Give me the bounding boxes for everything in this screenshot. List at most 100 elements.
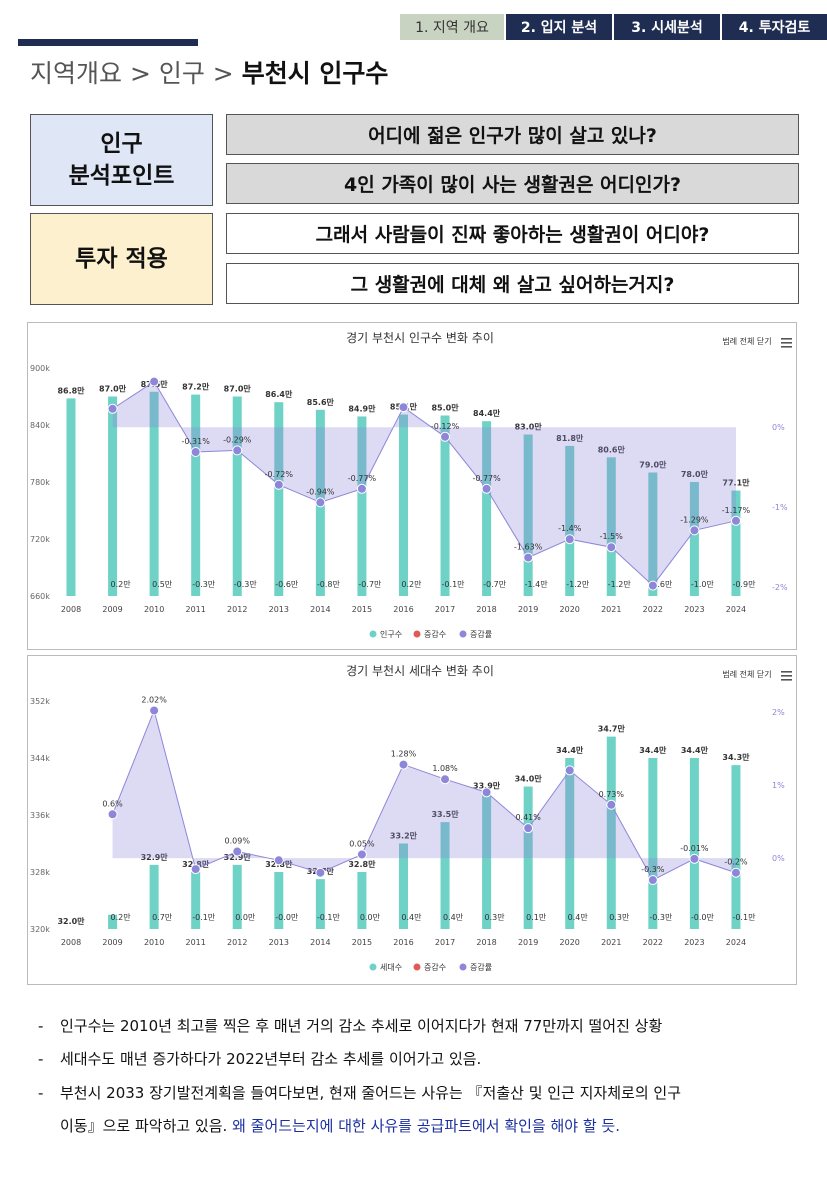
legend-label[interactable]: 증감률	[470, 962, 492, 972]
bar-label: 86.8만	[57, 385, 85, 395]
nav-tab[interactable]: 3. 시세분석	[614, 14, 720, 40]
legend-label[interactable]: 증감수	[424, 962, 446, 972]
rate-label: 2.02%	[141, 696, 167, 705]
change-label: -1.2만	[608, 580, 632, 589]
menu-icon[interactable]	[781, 342, 792, 344]
change-label: -0.8만	[317, 580, 341, 589]
bar-label: 34.4만	[681, 745, 709, 755]
rate-label: -0.12%	[431, 422, 460, 431]
y-tick-label: 352k	[30, 697, 50, 706]
nav-tab[interactable]: 4. 투자검토	[722, 14, 827, 40]
y-tick-label: 900k	[30, 364, 50, 373]
menu-icon[interactable]	[781, 338, 792, 340]
rate-label: -0.01%	[680, 844, 709, 853]
legend-label[interactable]: 증감률	[470, 629, 492, 639]
x-tick-label: 2019	[518, 605, 538, 614]
legend-dot	[459, 963, 467, 971]
rate-dot	[107, 403, 118, 414]
rate-label: -0.94%	[306, 487, 335, 496]
bar	[440, 415, 450, 596]
rate-label: -0.2%	[724, 858, 748, 867]
change-label: 0.1만	[526, 913, 547, 922]
nav-tab[interactable]: 2. 입지 분석	[506, 14, 612, 40]
note: - 인구수는 2010년 최고를 찍은 후 매년 거의 감소 추세로 이어지다가 …	[38, 1017, 663, 1035]
rate-label: 1.28%	[391, 750, 417, 759]
chart-title: 경기 부천시 세대수 변화 추이	[346, 663, 494, 678]
bar-label: 33.9만	[473, 781, 501, 791]
menu-icon[interactable]	[781, 671, 792, 673]
x-tick-label: 2015	[352, 605, 372, 614]
bar-label: 33.5만	[431, 809, 459, 819]
menu-icon[interactable]	[781, 675, 792, 677]
bar	[648, 758, 658, 929]
menu-icon[interactable]	[781, 679, 792, 681]
bar-label: 32.0만	[57, 916, 85, 926]
change-label: 0.3만	[485, 913, 506, 922]
x-tick-label: 2013	[269, 605, 289, 614]
rate-dot	[481, 787, 492, 798]
x-tick-label: 2011	[186, 938, 206, 947]
change-label: 0.0만	[360, 913, 381, 922]
bar	[274, 402, 284, 596]
bar-label: 32.9만	[141, 852, 169, 862]
rate-label: 1.08%	[432, 764, 458, 773]
y-tick-label: 328k	[30, 868, 50, 877]
bar-label: 87.0만	[99, 384, 127, 394]
y-tick-label: 320k	[30, 925, 50, 934]
x-tick-label: 2024	[726, 605, 746, 614]
x-tick-label: 2013	[269, 938, 289, 947]
change-label: -0.1만	[192, 913, 216, 922]
change-label: 0.7만	[152, 913, 173, 922]
bar-label: 77.1만	[722, 478, 750, 488]
rate-label: -0.29%	[223, 435, 252, 444]
rate-dot	[398, 402, 409, 413]
bar-label: 87.2만	[182, 382, 210, 392]
legend-label[interactable]: 증감수	[424, 629, 446, 639]
rate-dot	[356, 483, 367, 494]
bar	[482, 421, 492, 596]
menu-icon[interactable]	[781, 346, 792, 348]
x-tick-label: 2023	[684, 938, 704, 947]
note: - 부천시 2033 장기발전계획을 들여다보면, 현재 줄어드는 사유는 『저출…	[38, 1084, 681, 1102]
bar-label: 32.8만	[348, 859, 376, 869]
bar-label: 85.0만	[431, 403, 459, 413]
rate-label: 0.41%	[515, 813, 541, 822]
x-tick-label: 2009	[102, 938, 122, 947]
change-label: 0.4만	[443, 913, 464, 922]
rate-dot	[190, 864, 201, 875]
nav-tab[interactable]: 1. 지역 개요	[400, 14, 504, 40]
rate-label: -0.72%	[265, 470, 294, 479]
legend-button[interactable]: 범례 전체 닫기	[722, 336, 771, 346]
bar-label: 81.8만	[556, 433, 584, 443]
change-label: -0.1만	[317, 913, 341, 922]
rate-area	[112, 710, 736, 881]
rate-line	[112, 380, 737, 587]
bar	[689, 482, 699, 596]
x-tick-label: 2023	[684, 605, 704, 614]
rate-dot	[647, 875, 658, 886]
rate-dot	[440, 431, 451, 442]
bar	[398, 843, 408, 929]
x-tick-label: 2022	[643, 938, 663, 947]
x-tick-label: 2021	[601, 938, 621, 947]
rate-dot	[107, 809, 118, 820]
y-tick-label: 840k	[30, 421, 50, 430]
point-label: 인구 분석포인트	[30, 114, 213, 206]
bar-label: 34.7만	[598, 724, 626, 734]
legend-label[interactable]: 세대수	[380, 963, 402, 972]
bar	[232, 864, 242, 929]
rate-label: -1.63%	[514, 543, 543, 552]
bar-label: 34.3만	[722, 752, 750, 762]
legend-dot	[459, 630, 467, 638]
y2-tick-label: -1%	[772, 503, 788, 512]
change-label: -0.3만	[649, 913, 673, 922]
rate-label: -0.77%	[472, 474, 501, 483]
x-tick-label: 2011	[186, 605, 206, 614]
legend-label[interactable]: 인구수	[380, 629, 402, 639]
note-text: 인구수는 2010년 최고를 찍은 후 매년 거의 감소 추세로 이어지다가 현…	[60, 1017, 663, 1035]
legend-button[interactable]: 범례 전체 닫기	[722, 669, 771, 679]
change-label: 0.2만	[401, 580, 422, 589]
y-tick-label: 780k	[30, 478, 50, 487]
bar	[731, 490, 741, 596]
